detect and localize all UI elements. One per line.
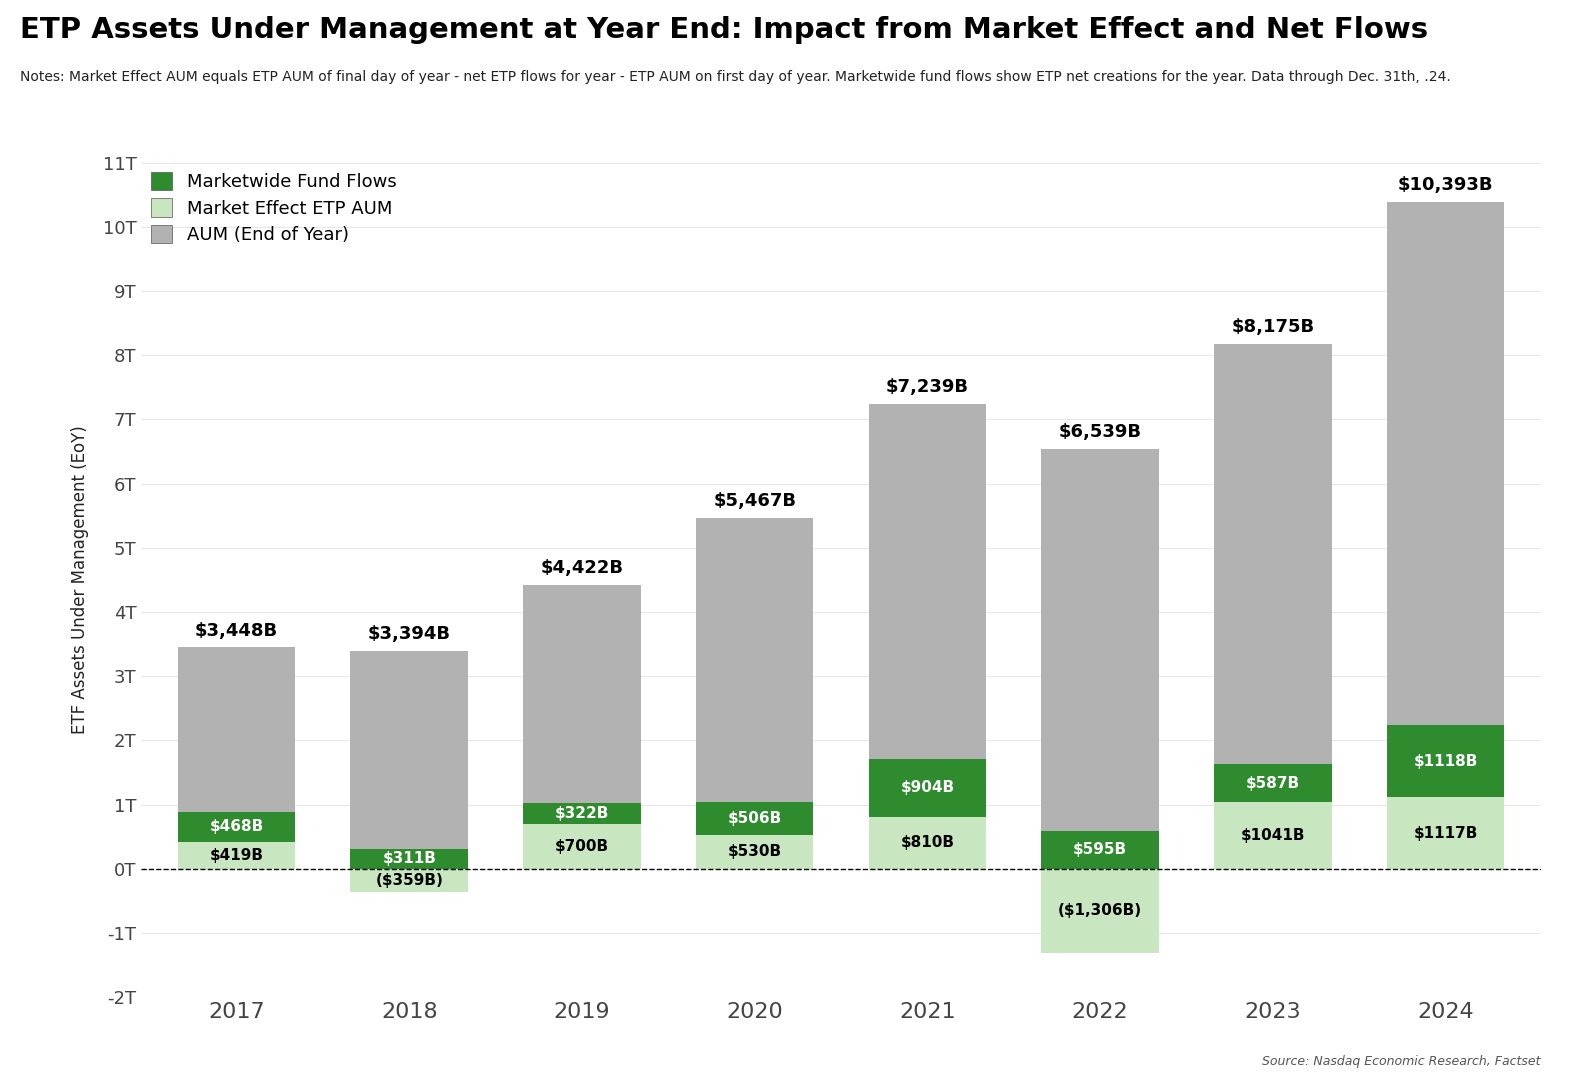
Legend: Marketwide Fund Flows, Market Effect ETP AUM, AUM (End of Year): Marketwide Fund Flows, Market Effect ETP… [151,171,396,244]
Text: $8,175B: $8,175B [1231,319,1314,336]
Bar [178,647,296,812]
Text: Notes: Market Effect AUM equals ETP AUM of final day of year - net ETP flows for: Notes: Market Effect AUM equals ETP AUM … [20,70,1451,85]
Text: $1117B: $1117B [1413,826,1478,840]
Bar [523,803,641,824]
Text: ETP Assets Under Management at Year End: Impact from Market Effect and Net Flows: ETP Assets Under Management at Year End:… [20,16,1429,44]
Bar [1214,764,1331,802]
Text: $5,467B: $5,467B [714,492,795,511]
Text: $322B: $322B [555,806,608,821]
Text: Source: Nasdaq Economic Research, Factset: Source: Nasdaq Economic Research, Factse… [1262,1055,1541,1068]
Text: $468B: $468B [209,820,264,835]
Bar [869,817,986,869]
Bar [351,869,468,892]
Bar [1387,725,1504,797]
Text: $7,239B: $7,239B [887,378,968,397]
Text: $506B: $506B [728,811,781,826]
Text: $6,539B: $6,539B [1058,424,1141,441]
Text: ($1,306B): ($1,306B) [1058,903,1143,918]
Bar [1387,202,1504,725]
Text: ($359B): ($359B) [376,873,443,888]
Text: $3,394B: $3,394B [368,625,451,643]
Bar [351,651,468,849]
Text: $4,422B: $4,422B [541,559,624,578]
Text: $810B: $810B [901,836,954,850]
Text: $700B: $700B [555,839,608,854]
Bar [869,759,986,817]
Bar [1041,869,1159,953]
Text: $595B: $595B [1074,842,1127,857]
Bar [696,835,813,869]
Bar [1041,449,1159,830]
Bar [523,824,641,869]
Bar [1214,344,1331,764]
Text: $1118B: $1118B [1413,753,1478,769]
Text: $311B: $311B [382,851,435,866]
Text: $530B: $530B [728,844,781,860]
Text: $587B: $587B [1245,776,1300,790]
Bar [696,518,813,802]
Bar [1214,802,1331,869]
Bar [178,812,296,842]
Text: $3,448B: $3,448B [195,622,278,640]
Text: $1041B: $1041B [1240,828,1305,843]
Bar [869,404,986,759]
Text: $904B: $904B [901,780,954,796]
Bar [178,842,296,869]
Bar [1387,797,1504,869]
Bar [523,585,641,803]
Bar [696,802,813,835]
Text: $419B: $419B [209,848,264,863]
Y-axis label: ETF Assets Under Management (EoY): ETF Assets Under Management (EoY) [71,426,90,734]
Text: $10,393B: $10,393B [1398,176,1493,194]
Bar [351,849,468,869]
Bar [1041,830,1159,869]
